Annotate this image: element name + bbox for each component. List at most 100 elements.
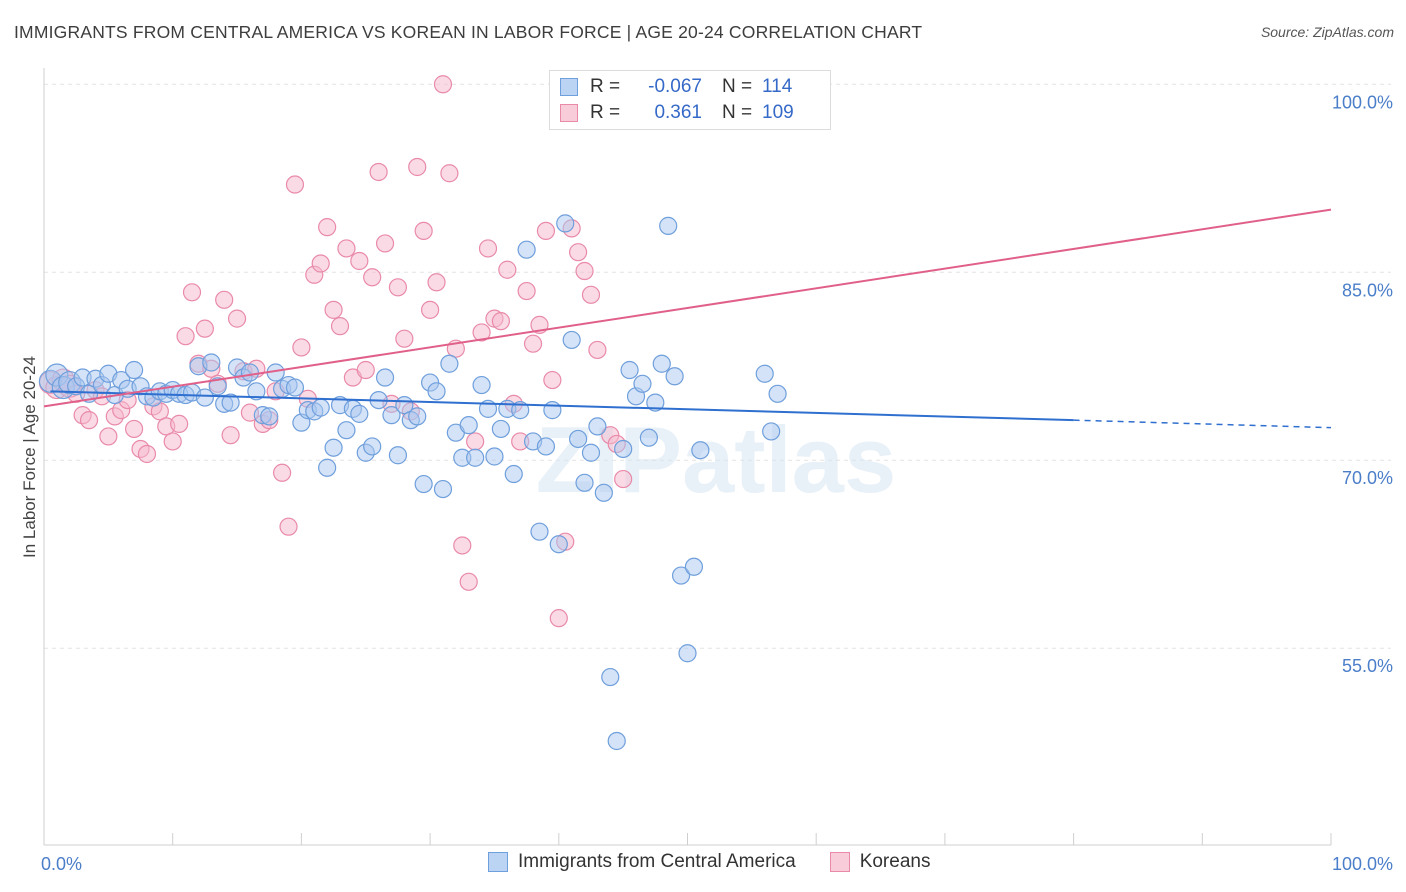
y-tick-label: 100.0% xyxy=(1332,92,1393,112)
n-value: 109 xyxy=(762,102,794,123)
korean-point xyxy=(523,334,543,353)
korean-point xyxy=(324,300,343,319)
legend-label: Koreans xyxy=(859,851,931,872)
korean-point xyxy=(453,536,472,555)
central-america-point xyxy=(665,367,684,386)
korean-point xyxy=(292,338,311,357)
central-america-point xyxy=(768,384,787,403)
central-america-point xyxy=(337,421,356,440)
central-america-point xyxy=(620,360,639,380)
central-america-point xyxy=(762,422,781,441)
pink-swatch xyxy=(829,852,850,872)
korean-point xyxy=(575,261,594,281)
korean-point xyxy=(215,290,234,309)
central-america-point xyxy=(646,393,665,412)
x-tick-label-0: 0.0% xyxy=(41,854,82,874)
series-koreans xyxy=(38,75,633,628)
source-label: Source: ZipAtlas.com xyxy=(1260,24,1394,40)
central-america-point xyxy=(466,448,485,467)
korean-point xyxy=(272,463,292,482)
korean-point xyxy=(221,426,240,445)
korean-point xyxy=(433,75,453,94)
central-america-point xyxy=(755,364,774,383)
trend-line-koreans xyxy=(43,208,1332,408)
korean-point xyxy=(440,164,459,183)
r-value: 0.361 xyxy=(654,102,702,123)
korean-point xyxy=(170,414,189,434)
central-america-point xyxy=(285,378,305,397)
korean-point xyxy=(79,411,99,430)
central-america-point xyxy=(382,406,401,425)
korean-point xyxy=(375,234,395,253)
central-america-point xyxy=(195,388,214,407)
central-america-point xyxy=(350,404,369,423)
central-america-point xyxy=(208,377,227,396)
korean-point xyxy=(195,319,214,338)
central-america-point xyxy=(588,417,607,436)
korean-point xyxy=(472,323,491,342)
korean-point xyxy=(311,254,330,273)
central-america-point xyxy=(363,437,382,456)
n-value: 114 xyxy=(762,76,793,97)
legend-row-koreans: R = 0.361 N = 109 xyxy=(560,101,794,125)
pink-swatch xyxy=(560,104,578,122)
y-axis-label: In Labor Force | Age 20-24 xyxy=(20,356,39,558)
x-ticks xyxy=(172,833,1332,845)
korean-point xyxy=(124,419,144,439)
stats-legend: R = -0.067 N = 114 R = 0.361 N = 109 xyxy=(549,70,831,130)
trend-line-central-america xyxy=(50,390,1074,422)
central-america-point xyxy=(639,428,658,447)
central-america-point xyxy=(614,439,633,459)
central-america-point xyxy=(530,522,549,541)
korean-point xyxy=(459,572,478,591)
central-america-point xyxy=(659,216,678,235)
korean-point xyxy=(478,239,498,258)
korean-point xyxy=(466,432,485,451)
n-label: N = xyxy=(722,76,753,97)
y-tick-label: 85.0% xyxy=(1342,280,1393,300)
central-america-point xyxy=(543,401,562,420)
central-america-point xyxy=(440,354,459,373)
korean-point xyxy=(369,162,388,182)
central-america-point xyxy=(581,443,601,462)
central-america-point xyxy=(459,416,478,435)
central-america-point xyxy=(311,398,330,417)
central-america-point xyxy=(414,474,433,494)
korean-point xyxy=(421,300,440,319)
korean-point xyxy=(408,157,427,177)
central-america-point xyxy=(221,393,240,412)
central-america-point xyxy=(324,438,343,457)
r-label: R = xyxy=(590,102,621,123)
korean-point xyxy=(498,260,517,279)
central-america-point xyxy=(569,429,588,449)
korean-point xyxy=(163,432,182,451)
r-label: R = xyxy=(590,76,621,97)
korean-point xyxy=(227,309,247,328)
korean-point xyxy=(543,370,562,390)
central-america-point xyxy=(485,447,504,466)
central-america-point xyxy=(491,419,510,439)
central-america-point xyxy=(260,407,279,426)
y-tick-label: 70.0% xyxy=(1342,468,1393,488)
korean-point xyxy=(569,243,588,262)
legend-item-koreans[interactable]: Koreans xyxy=(829,851,931,873)
korean-point xyxy=(414,221,433,240)
korean-point xyxy=(388,278,408,297)
central-america-point xyxy=(240,363,260,382)
central-america-point xyxy=(504,464,523,484)
central-america-point xyxy=(375,368,395,387)
central-america-point xyxy=(511,401,530,420)
trend-line-central-america-extension xyxy=(1073,419,1332,429)
korean-point xyxy=(337,239,356,258)
korean-point xyxy=(549,609,568,628)
central-america-point xyxy=(427,382,446,401)
central-america-point xyxy=(562,330,581,350)
korean-point xyxy=(279,517,298,536)
korean-point xyxy=(176,327,195,346)
trend-lines xyxy=(43,208,1332,429)
central-america-point xyxy=(247,382,266,401)
legend-item-central-america[interactable]: Immigrants from Central America xyxy=(488,851,796,873)
central-america-point xyxy=(684,557,704,576)
korean-point xyxy=(350,251,369,271)
blue-swatch xyxy=(560,78,578,96)
